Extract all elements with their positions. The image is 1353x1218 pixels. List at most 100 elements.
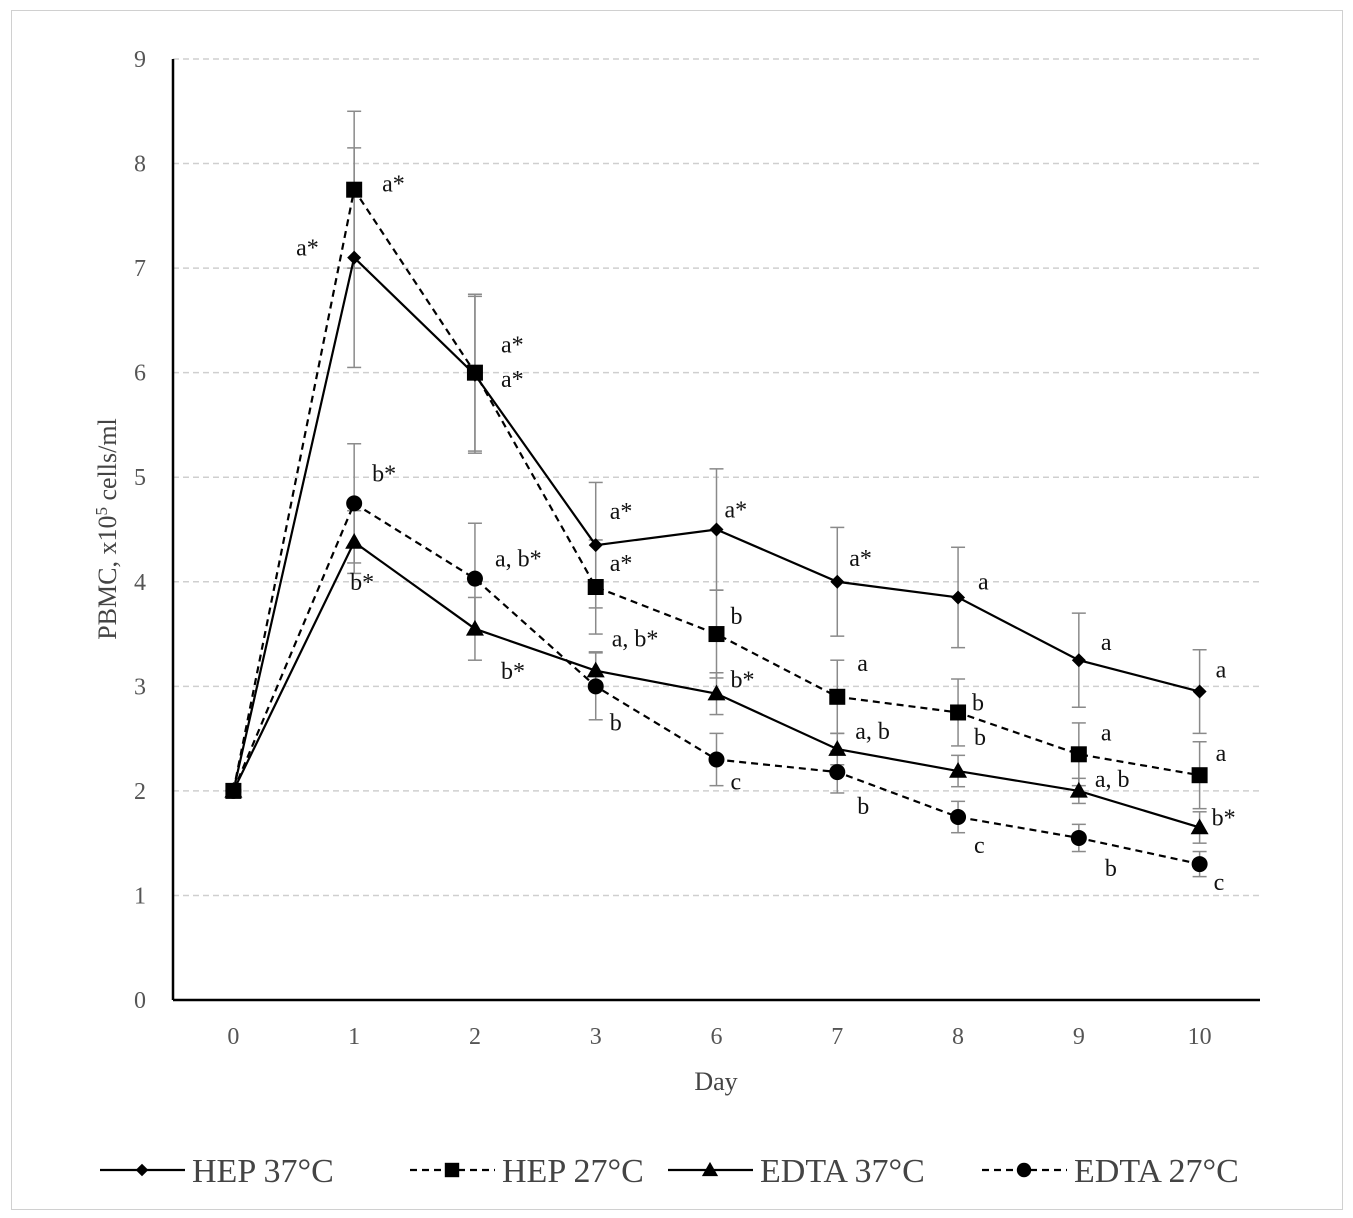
point-annotation: a*: [725, 498, 748, 524]
y-tick-label: 2: [134, 779, 146, 805]
y-tick-label: 1: [134, 883, 146, 909]
x-tick-label: 8: [952, 1024, 964, 1050]
x-tick-label: 9: [1073, 1024, 1085, 1050]
point-annotation: b*: [372, 461, 396, 487]
data-point: [828, 740, 847, 756]
point-annotation: a, b*: [612, 627, 659, 653]
data-point: [709, 522, 724, 537]
x-tick-label: 1: [348, 1024, 360, 1050]
point-annotation: b: [857, 794, 869, 820]
data-point: [466, 570, 483, 587]
point-annotation: a*: [610, 551, 633, 577]
point-annotation: b: [1105, 856, 1117, 882]
point-annotation: c: [974, 833, 985, 859]
data-point: [829, 764, 846, 781]
legend-label: HEP 27°C: [502, 1153, 644, 1190]
point-annotation: a: [1101, 630, 1112, 656]
data-point: [1191, 856, 1208, 873]
x-tick-label: 0: [227, 1024, 239, 1050]
data-point: [1071, 653, 1086, 668]
significance-annotations: a* a* a* a* a* a a a a* a* a* b a b a a b* b* a, b* b* a, b b…: [296, 172, 1235, 896]
legend-item: EDTA 27°C: [982, 1153, 1239, 1190]
point-annotation: a*: [501, 367, 524, 393]
point-annotation: b: [974, 725, 986, 751]
grid-lines: [173, 58, 1260, 897]
legend-marker: [444, 1162, 460, 1178]
point-annotation: a*: [382, 172, 405, 198]
y-tick-label: 3: [134, 674, 146, 700]
x-axis-title: Day: [694, 1067, 737, 1096]
point-annotation: b*: [1212, 805, 1236, 831]
data-point: [707, 684, 726, 701]
point-annotation: b: [610, 710, 622, 736]
legend-marker: [135, 1163, 149, 1177]
data-point: [1070, 829, 1087, 846]
point-annotation: a, b*: [495, 547, 542, 573]
point-annotation: b*: [350, 570, 374, 596]
x-tick-label: 2: [469, 1024, 481, 1050]
data-point: [951, 590, 966, 605]
data-point: [465, 619, 484, 636]
data-point: [949, 762, 968, 778]
tick-labels: 0 1 2 3 4 5 6 7 8 9 0 1 2 3 6 7 8 9 10: [134, 47, 1212, 1050]
point-annotation: a*: [849, 546, 872, 572]
point-annotation: b: [972, 690, 984, 716]
legend-marker: [701, 1161, 719, 1177]
point-annotation: b*: [501, 659, 525, 685]
point-annotation: c: [1214, 870, 1225, 896]
legend-label: EDTA 37°C: [760, 1153, 925, 1190]
legend: HEP 37°C HEP 27°C EDTA 37°C EDTA 27°C: [100, 1153, 1239, 1190]
point-annotation: a, b: [1095, 767, 1130, 793]
y-axis-title: PBMC, x105 cells/ml: [92, 418, 123, 640]
point-annotation: a: [978, 569, 989, 595]
point-annotation: a: [1216, 741, 1227, 767]
data-point: [347, 250, 362, 265]
point-annotation: a: [857, 651, 868, 677]
axes: [171, 59, 1260, 1002]
data-point: [1070, 746, 1087, 763]
x-tick-label: 6: [711, 1024, 723, 1050]
data-point: [950, 704, 967, 721]
data-point: [829, 688, 846, 705]
point-annotation: c: [731, 770, 742, 796]
data-point: [1069, 781, 1088, 798]
legend-label: HEP 37°C: [192, 1153, 334, 1190]
y-tick-label: 5: [134, 465, 146, 491]
data-point: [830, 574, 845, 589]
point-annotation: a*: [610, 499, 633, 525]
point-annotation: b: [731, 604, 743, 630]
legend-marker: [1016, 1162, 1032, 1178]
x-tick-label: 7: [831, 1024, 843, 1050]
data-point: [708, 626, 725, 643]
x-tick-label: 3: [590, 1024, 602, 1050]
y-tick-label: 9: [134, 47, 146, 73]
data-point: [346, 181, 363, 198]
data-point: [586, 661, 605, 678]
data-point: [466, 364, 483, 381]
data-point: [346, 495, 363, 512]
y-tick-label: 4: [134, 570, 146, 596]
y-tick-label: 0: [134, 988, 146, 1014]
point-annotation: a: [1101, 720, 1112, 746]
data-point: [225, 782, 242, 799]
point-annotation: a: [1216, 658, 1227, 684]
series-line: [232, 186, 1200, 792]
legend-item: EDTA 37°C: [668, 1153, 925, 1190]
data-point: [1192, 684, 1207, 699]
legend-label: EDTA 27°C: [1074, 1153, 1239, 1190]
y-tick-label: 8: [134, 152, 146, 178]
data-point: [588, 538, 603, 553]
data-point: [950, 809, 967, 826]
legend-item: HEP 37°C: [100, 1153, 334, 1190]
y-tick-label: 7: [134, 256, 146, 282]
legend-item: HEP 27°C: [410, 1153, 644, 1190]
data-point: [587, 579, 604, 596]
data-point: [345, 533, 364, 549]
x-tick-label: 10: [1188, 1024, 1212, 1050]
point-annotation: b*: [731, 668, 755, 694]
point-annotation: a, b: [855, 719, 890, 745]
chart-frame: [11, 10, 1343, 1210]
data-point: [708, 751, 725, 768]
point-annotation: a*: [501, 333, 524, 359]
